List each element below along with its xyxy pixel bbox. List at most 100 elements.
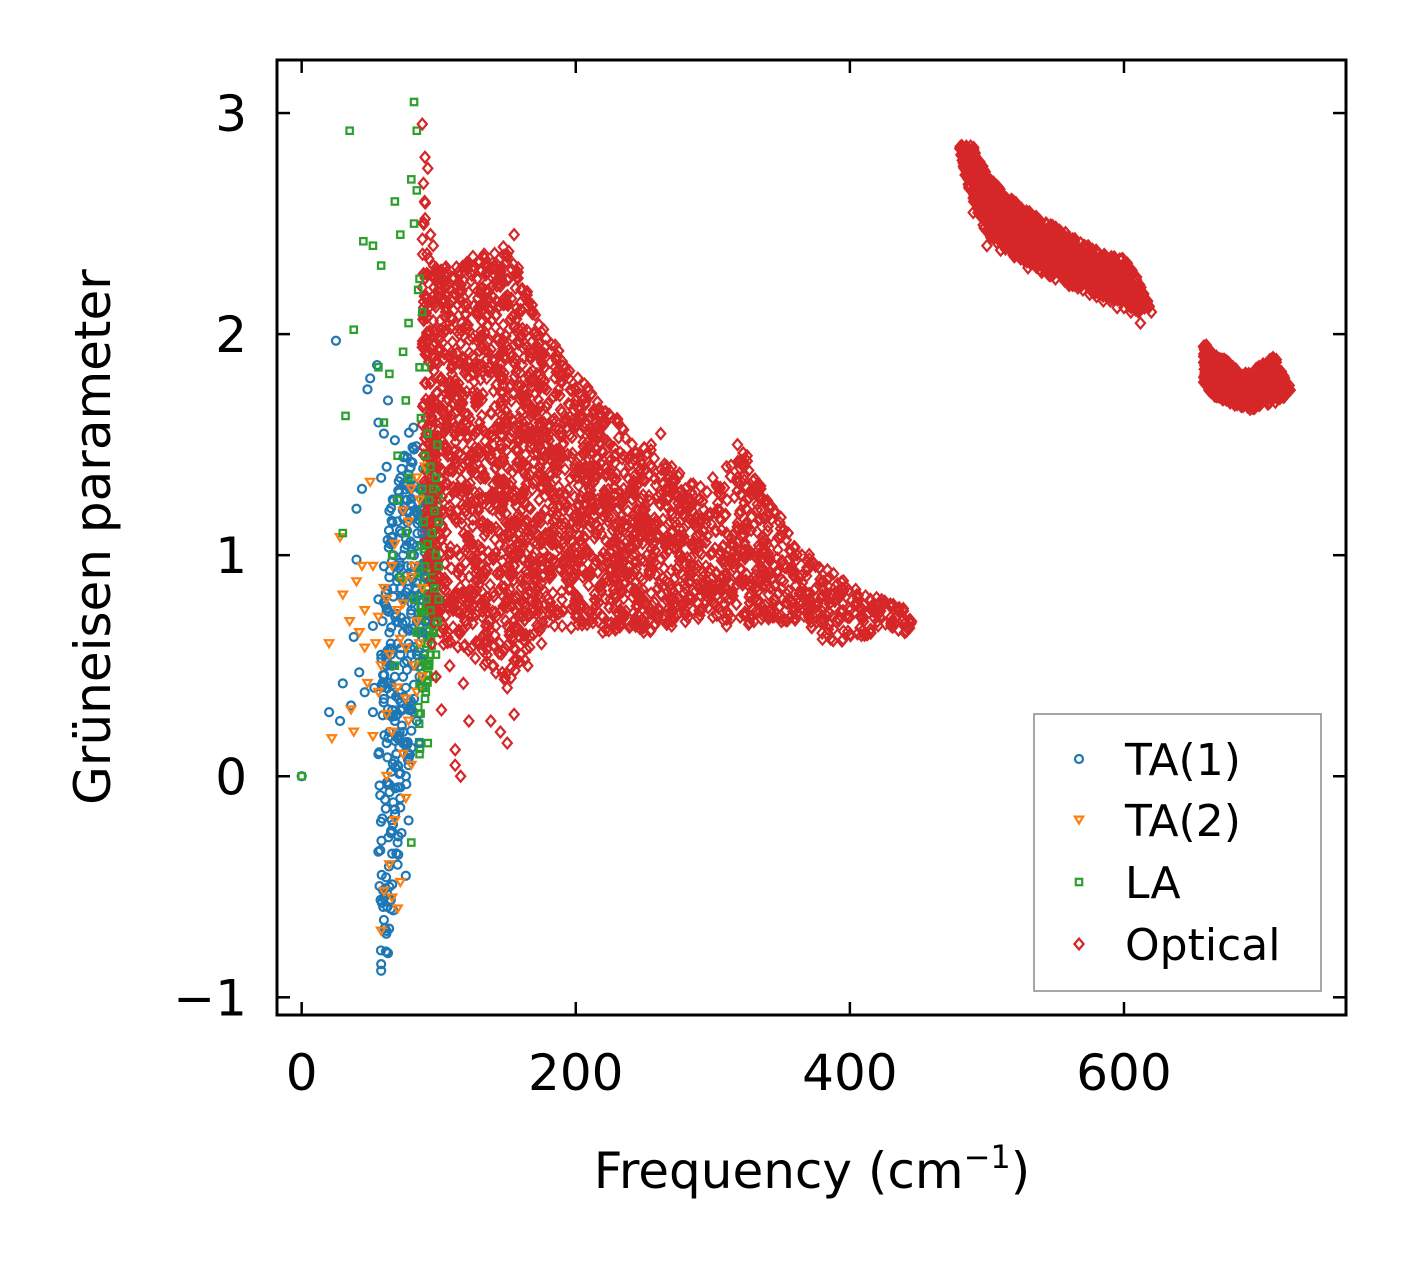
point-optical [466, 366, 479, 381]
point-optical [600, 506, 613, 521]
point-optical [531, 366, 544, 382]
point-optical [475, 463, 488, 478]
point-optical [446, 462, 459, 477]
point-optical [667, 572, 681, 587]
point-optical [470, 398, 483, 414]
point-optical [486, 502, 499, 517]
point-optical [537, 567, 550, 582]
point-optical [518, 482, 531, 497]
point-optical [452, 376, 465, 391]
point-optical [482, 364, 495, 379]
point-optical [543, 465, 556, 480]
point-optical [533, 460, 546, 475]
point-optical [664, 604, 678, 619]
point-optical [526, 304, 539, 319]
point-optical [535, 607, 548, 622]
point-optical [562, 553, 575, 568]
point-optical [525, 379, 538, 394]
point-optical [631, 504, 644, 519]
point-optical [594, 405, 607, 421]
point-optical [850, 598, 863, 613]
point-optical [569, 563, 582, 578]
point-optical [1084, 245, 1097, 260]
point-optical [734, 487, 747, 502]
point-optical [839, 579, 852, 595]
point-optical [534, 534, 547, 549]
point-optical [684, 492, 697, 507]
point-optical [690, 577, 704, 592]
point-optical [601, 491, 614, 506]
point-optical [453, 356, 466, 371]
point-optical [416, 247, 429, 262]
point-optical [740, 501, 753, 516]
point-optical [584, 519, 597, 534]
point-optical [654, 551, 668, 566]
point-optical [420, 246, 434, 262]
point-optical [523, 593, 536, 608]
point-optical [568, 397, 581, 413]
point-optical [493, 582, 506, 598]
point-optical [616, 555, 629, 570]
point-optical [719, 507, 732, 522]
point-optical [718, 480, 731, 495]
point-ta1 [382, 677, 393, 688]
point-optical [420, 503, 434, 518]
point-optical [478, 247, 491, 262]
point-optical [474, 542, 487, 557]
point-optical [978, 207, 991, 222]
point-optical [1126, 290, 1140, 305]
point-optical [635, 553, 648, 568]
point-optical [531, 514, 544, 529]
point-optical [461, 407, 474, 422]
point-optical [510, 364, 523, 379]
point-optical [421, 327, 434, 342]
point-optical [1051, 226, 1064, 241]
point-optical [602, 509, 615, 524]
point-optical [461, 589, 474, 604]
point-optical [850, 595, 863, 610]
point-ta1 [399, 657, 410, 669]
point-optical [444, 540, 457, 555]
point-optical [456, 352, 470, 367]
point-optical [693, 581, 706, 596]
point-optical [813, 560, 827, 576]
point-optical [673, 514, 686, 530]
point-optical [572, 381, 586, 396]
point-optical [537, 379, 550, 394]
point-optical [538, 360, 551, 375]
point-optical [427, 338, 440, 353]
point-optical [611, 412, 624, 427]
point-optical [895, 613, 908, 629]
point-optical [457, 526, 470, 541]
point-optical [441, 574, 454, 589]
point-optical [648, 451, 661, 466]
point-optical [443, 385, 456, 400]
point-optical [482, 552, 496, 567]
point-optical [458, 450, 471, 465]
point-optical [495, 503, 508, 518]
point-optical [565, 383, 578, 398]
point-optical [656, 571, 670, 586]
point-optical [712, 485, 725, 501]
point-optical [587, 403, 600, 418]
point-optical [801, 606, 815, 621]
point-optical [452, 566, 465, 581]
point-optical [849, 582, 862, 597]
point-optical [530, 536, 543, 551]
point-optical [532, 620, 545, 635]
point-optical [810, 599, 824, 614]
point-optical [474, 471, 487, 486]
point-optical [574, 489, 588, 504]
point-optical [796, 575, 809, 590]
point-optical [713, 503, 726, 518]
point-optical [665, 577, 678, 592]
point-optical [521, 395, 534, 410]
point-ta1 [380, 803, 391, 814]
point-optical [584, 477, 597, 492]
point-optical [726, 584, 739, 600]
point-optical [506, 386, 519, 401]
point-optical [455, 277, 468, 292]
point-optical [544, 595, 557, 610]
point-optical [547, 514, 560, 529]
point-optical [512, 321, 525, 336]
